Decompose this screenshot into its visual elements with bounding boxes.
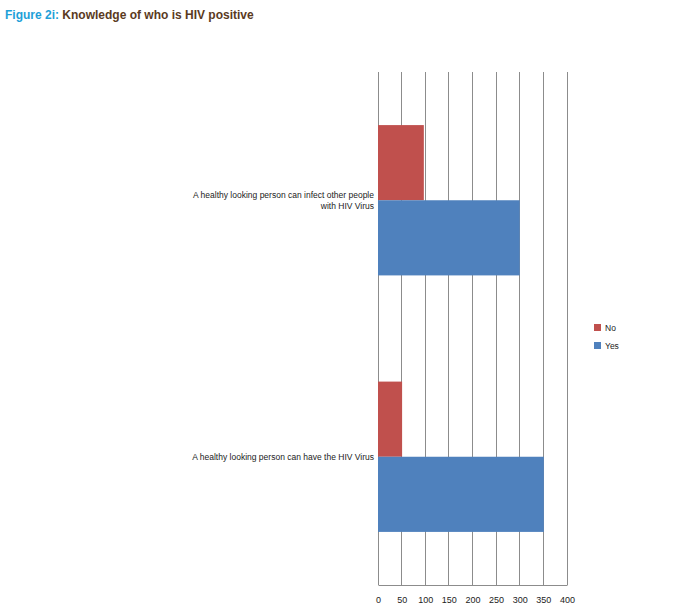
legend-item: No	[594, 323, 616, 333]
category-label: A healthy looking person can have the HI…	[192, 452, 374, 462]
bar	[378, 382, 402, 457]
grid-line	[567, 72, 568, 585]
tick: 200	[465, 585, 480, 605]
tick: 50	[397, 585, 407, 605]
tick-label: 100	[418, 595, 433, 605]
category-label-line: A healthy looking person can have the HI…	[192, 452, 374, 462]
title-rest: Knowledge of who is HIV positive	[59, 8, 254, 22]
bars	[378, 125, 544, 532]
tick-label: 0	[376, 595, 381, 605]
x-axis: 0 50 100 150 200 250 300 350 400	[376, 585, 575, 605]
tick-label: 400	[560, 595, 575, 605]
tick-label: 200	[465, 595, 480, 605]
bar	[378, 200, 520, 275]
legend-label: Yes	[605, 341, 619, 351]
title-prefix: Figure 2i:	[5, 8, 59, 22]
legend: No Yes	[594, 323, 619, 351]
tick: 250	[489, 585, 504, 605]
tick-label: 50	[397, 595, 407, 605]
category-label-line: A healthy looking person can infect othe…	[193, 190, 374, 200]
tick-label: 350	[536, 595, 551, 605]
chart: Figure 2i: Knowledge of who is HIV posit…	[0, 0, 675, 614]
category-label: A healthy looking person can infect othe…	[193, 190, 374, 211]
axis-line	[379, 585, 568, 586]
grid	[378, 72, 567, 585]
bar	[378, 457, 544, 532]
legend-swatch	[594, 324, 601, 331]
tick: 300	[513, 585, 528, 605]
legend-item: Yes	[594, 341, 619, 351]
category-labels: A healthy looking person can infect othe…	[192, 190, 374, 462]
bar	[378, 125, 424, 200]
tick: 0	[376, 585, 381, 605]
tick: 100	[418, 585, 433, 605]
legend-swatch	[594, 342, 601, 349]
tick-label: 250	[489, 595, 504, 605]
tick: 150	[442, 585, 457, 605]
tick-label: 150	[442, 595, 457, 605]
tick-label: 300	[513, 595, 528, 605]
tick: 400	[560, 585, 575, 605]
legend-label: No	[605, 323, 616, 333]
tick: 350	[536, 585, 551, 605]
title: Figure 2i: Knowledge of who is HIV posit…	[5, 8, 254, 22]
category-label-line: with HIV Virus	[320, 201, 374, 211]
